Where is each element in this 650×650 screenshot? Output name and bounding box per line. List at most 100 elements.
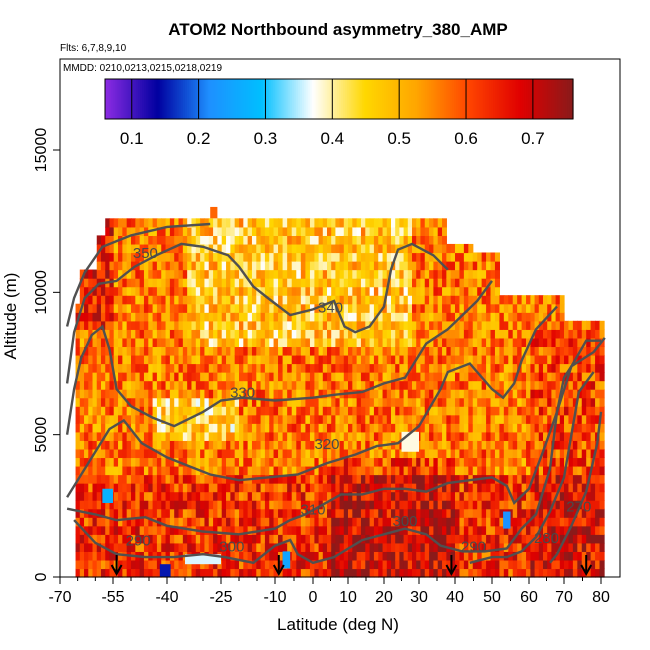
heatmap-cell bbox=[309, 312, 315, 322]
heatmap-cell bbox=[322, 542, 328, 552]
heatmap-cell bbox=[521, 346, 527, 356]
heatmap-cell bbox=[234, 286, 240, 296]
heatmap-cell bbox=[433, 525, 439, 535]
heatmap-cell bbox=[463, 474, 469, 484]
heatmap-cell bbox=[322, 312, 328, 322]
heatmap-cell bbox=[100, 243, 106, 254]
heatmap-cell bbox=[208, 346, 214, 356]
heatmap-cell bbox=[416, 406, 422, 416]
heatmap-cell bbox=[373, 525, 379, 535]
heatmap-cell bbox=[148, 269, 154, 279]
heatmap-cell bbox=[309, 303, 315, 313]
heatmap-cell bbox=[191, 235, 197, 245]
heatmap-cell bbox=[386, 295, 392, 305]
heatmap-cell bbox=[391, 303, 396, 313]
heatmap-cell bbox=[191, 261, 197, 271]
heatmap-cell bbox=[217, 500, 223, 510]
heatmap-cell bbox=[399, 235, 405, 245]
heatmap-cell bbox=[208, 235, 214, 245]
heatmap-cell bbox=[226, 389, 231, 399]
heatmap-cell bbox=[555, 483, 561, 493]
heatmap-cell bbox=[191, 380, 197, 390]
heatmap-cell bbox=[572, 337, 578, 348]
heatmap-cell bbox=[442, 226, 447, 236]
heatmap-cell bbox=[178, 568, 184, 578]
heatmap-cell bbox=[105, 457, 111, 467]
heatmap-cell bbox=[526, 423, 531, 433]
heatmap-cell bbox=[486, 465, 492, 476]
heatmap-cell bbox=[113, 243, 119, 254]
heatmap-cell bbox=[75, 568, 81, 578]
heatmap-cell bbox=[96, 354, 102, 365]
heatmap-cell bbox=[412, 354, 417, 365]
heatmap-cell bbox=[273, 269, 279, 279]
heatmap-cell bbox=[100, 372, 106, 382]
heatmap-cell bbox=[122, 303, 128, 313]
heatmap-cell bbox=[318, 346, 324, 356]
heatmap-cell bbox=[395, 542, 400, 552]
heatmap-cell bbox=[572, 372, 578, 382]
heatmap-cell bbox=[165, 500, 171, 510]
heatmap-cell bbox=[178, 312, 184, 322]
heatmap-cell bbox=[200, 414, 206, 424]
heatmap-cell bbox=[373, 226, 379, 236]
heatmap-cell bbox=[208, 534, 214, 544]
heatmap-cell bbox=[543, 457, 548, 467]
heatmap-cell bbox=[143, 568, 149, 578]
heatmap-cell bbox=[269, 346, 275, 356]
heatmap-cell bbox=[446, 517, 452, 527]
heatmap-cell bbox=[530, 337, 536, 348]
heatmap-cell bbox=[399, 312, 405, 322]
heatmap-cell bbox=[273, 363, 279, 373]
heatmap-cell bbox=[296, 346, 302, 356]
heatmap-cell bbox=[165, 440, 171, 450]
heatmap-cell bbox=[348, 261, 353, 271]
heatmap-cell bbox=[538, 508, 544, 518]
heatmap-cell bbox=[251, 363, 257, 373]
heatmap-cell bbox=[391, 278, 396, 288]
heatmap-cell bbox=[221, 542, 227, 552]
heatmap-cell bbox=[105, 465, 111, 476]
heatmap-cell bbox=[512, 500, 518, 510]
heatmap-cell bbox=[79, 491, 85, 501]
heatmap-cell bbox=[126, 457, 132, 467]
heatmap-cell bbox=[437, 542, 443, 552]
heatmap-cell bbox=[517, 568, 523, 578]
heatmap-cell bbox=[300, 252, 306, 262]
heatmap-cell bbox=[282, 261, 288, 271]
heatmap-cell bbox=[472, 372, 478, 382]
heatmap-cell bbox=[191, 218, 197, 228]
heatmap-cell bbox=[314, 551, 320, 561]
heatmap-cell bbox=[264, 517, 270, 527]
heatmap-cell bbox=[221, 243, 227, 254]
heatmap-cell bbox=[118, 346, 123, 356]
heatmap-cell bbox=[208, 226, 214, 236]
heatmap-cell bbox=[463, 380, 469, 390]
heatmap-cell bbox=[517, 431, 523, 441]
heatmap-cell bbox=[463, 337, 469, 348]
heatmap-cell bbox=[455, 542, 461, 552]
heatmap-cell bbox=[343, 525, 349, 535]
heatmap-cell bbox=[407, 278, 413, 288]
heatmap-cell bbox=[273, 474, 279, 484]
heatmap-cell bbox=[217, 380, 223, 390]
heatmap-cell bbox=[395, 218, 400, 228]
heatmap-cell bbox=[526, 372, 531, 382]
heatmap-cell bbox=[322, 337, 328, 348]
heatmap-cell bbox=[256, 559, 262, 570]
heatmap-cell bbox=[113, 517, 119, 527]
heatmap-cell bbox=[512, 517, 518, 527]
heatmap-cell bbox=[256, 389, 262, 399]
heatmap-cell bbox=[122, 525, 128, 535]
heatmap-cell bbox=[382, 312, 388, 322]
heatmap-cell bbox=[365, 363, 371, 373]
heatmap-cell bbox=[243, 261, 249, 271]
heatmap-cell bbox=[217, 320, 223, 330]
profile-arrow bbox=[272, 555, 285, 577]
heatmap-cell bbox=[386, 517, 392, 527]
heatmap-cell bbox=[204, 414, 210, 424]
heatmap-cell bbox=[269, 414, 275, 424]
heatmap-cell bbox=[543, 295, 548, 305]
heatmap-cell bbox=[187, 431, 193, 441]
heatmap-cell bbox=[472, 423, 478, 433]
